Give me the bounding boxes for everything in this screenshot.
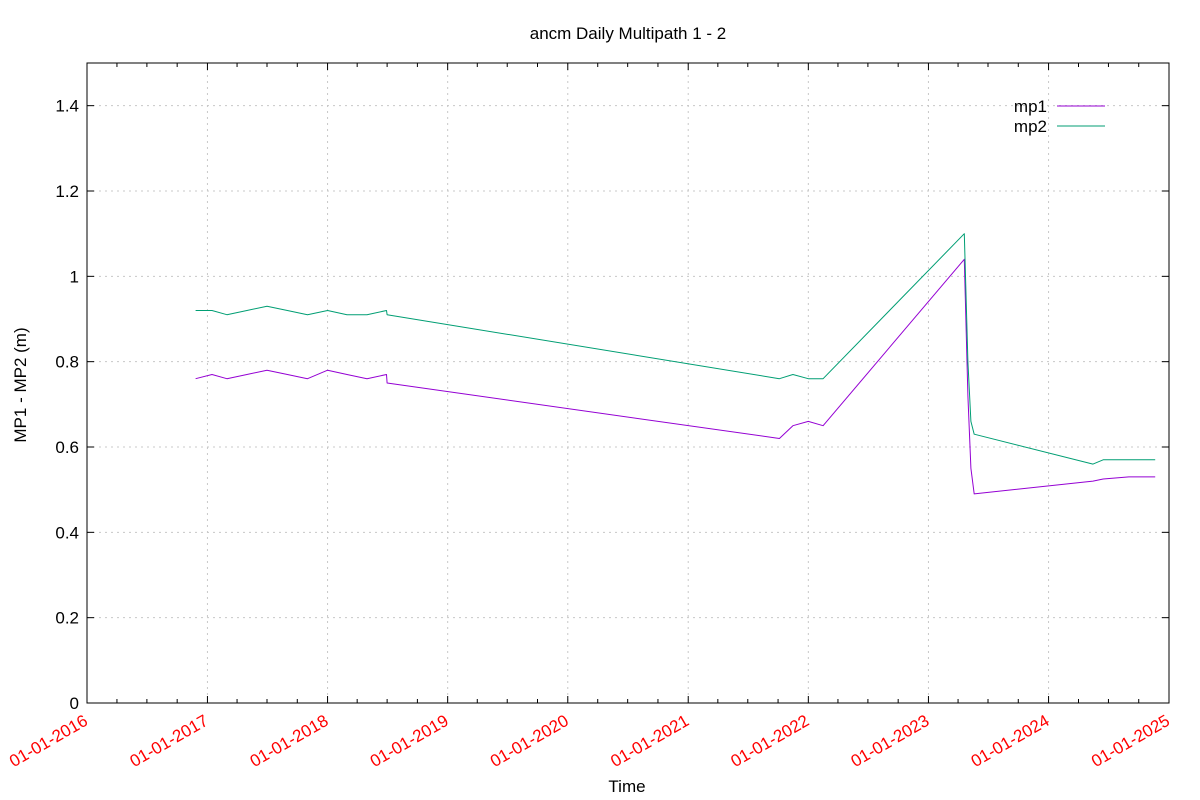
x-tick-label: 01-01-2021: [607, 711, 692, 771]
y-axis-label: MP1 - MP2 (m): [11, 327, 30, 442]
x-tick-label: 01-01-2016: [6, 711, 91, 771]
grid: [87, 63, 1169, 703]
x-tick-label: 01-01-2025: [1088, 711, 1173, 771]
y-tick-label: 1.4: [55, 97, 79, 116]
x-tick-label: 01-01-2024: [968, 711, 1053, 771]
ticks: [86, 63, 1170, 704]
y-tick-label: 1: [70, 267, 79, 286]
y-tick-label: 0.6: [55, 438, 79, 457]
series-line-mp2: [195, 233, 1156, 465]
x-tick-label: 01-01-2022: [728, 711, 813, 771]
series-layer: [195, 233, 1156, 495]
y-tick-label: 1.2: [55, 182, 79, 201]
x-tick-label: 01-01-2017: [127, 711, 212, 771]
plot-frame: [86, 62, 1170, 704]
x-tick-label: 01-01-2019: [367, 711, 452, 771]
legend-label-mp1: mp1: [1014, 97, 1047, 116]
x-tick-label: 01-01-2023: [848, 711, 933, 771]
x-tick-label: 01-01-2020: [487, 711, 572, 771]
legend-label-mp2: mp2: [1014, 117, 1047, 136]
y-tick-label: 0.8: [55, 353, 79, 372]
x-axis-label: Time: [608, 777, 645, 796]
series-line-mp1: [195, 258, 1156, 495]
y-tick-labels: 0 0.2 0.4 0.6 0.8 1 1.2 1.4: [55, 97, 79, 713]
x-tick-label: 01-01-2018: [247, 711, 332, 771]
y-tick-label: 0.2: [55, 609, 79, 628]
y-tick-label: 0.4: [55, 523, 79, 542]
x-tick-labels: 01-01-2016 01-01-2017 01-01-2018 01-01-2019…: [6, 711, 1173, 771]
chart-title: ancm Daily Multipath 1 - 2: [530, 24, 727, 43]
y-tick-label: 0: [70, 694, 79, 713]
